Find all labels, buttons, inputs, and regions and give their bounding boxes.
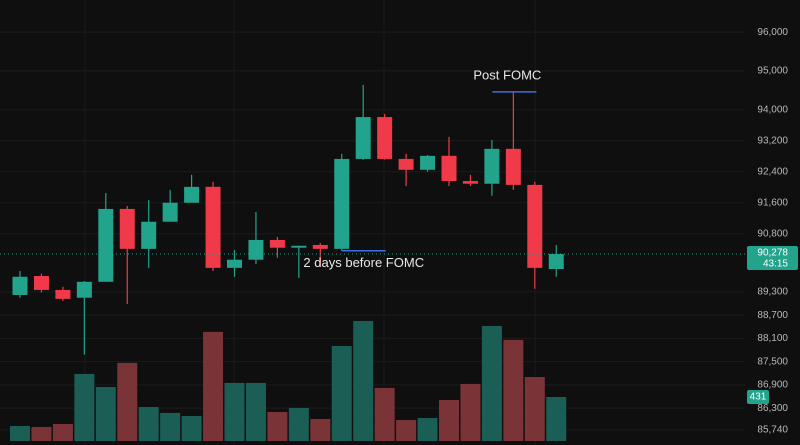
candle-body xyxy=(184,186,200,203)
candle-body xyxy=(377,117,393,159)
y-tick-label: 86,300 xyxy=(757,403,788,414)
volume-bar xyxy=(331,345,352,441)
axis-background xyxy=(745,0,800,445)
y-tick-label: 90,800 xyxy=(757,228,788,239)
candle-body xyxy=(205,186,221,268)
volume-bar xyxy=(74,373,95,441)
candle-body xyxy=(441,155,457,182)
volume-bar xyxy=(417,418,438,441)
candle-body xyxy=(312,244,328,249)
annotation: 2 days before FOMC xyxy=(303,255,424,270)
y-tick-label: 95,000 xyxy=(757,66,788,77)
volume-bar xyxy=(310,418,331,441)
candle-body xyxy=(33,275,49,290)
y-tick-label: 94,000 xyxy=(757,104,788,115)
candle-body xyxy=(98,208,114,282)
volume-label: 431 xyxy=(750,392,767,403)
volume-bar xyxy=(203,331,224,441)
candle-body xyxy=(527,184,543,268)
volume-bar xyxy=(374,387,395,441)
last-price-label: 90,278 xyxy=(757,248,788,259)
candle-body xyxy=(55,289,71,299)
volume-bar xyxy=(160,412,181,441)
last-price-box xyxy=(747,245,798,270)
volume-bar xyxy=(31,427,52,441)
y-tick-label: 93,200 xyxy=(757,135,788,146)
y-tick-label: 89,300 xyxy=(757,287,788,298)
volume-bar xyxy=(181,415,202,441)
candle-body xyxy=(484,148,500,184)
volume-bar xyxy=(10,425,30,441)
y-tick-label: 88,100 xyxy=(757,333,788,344)
candle-body xyxy=(505,148,521,185)
y-tick-label: 88,700 xyxy=(757,310,788,321)
volume-bar xyxy=(288,407,309,441)
volume-bar xyxy=(52,423,73,441)
candle-body xyxy=(119,208,135,249)
countdown: 43:15 xyxy=(763,259,788,270)
candle-body xyxy=(548,253,564,270)
candle-body xyxy=(76,281,92,298)
volume-bar xyxy=(481,325,502,441)
annotation: Post FOMC xyxy=(473,67,541,82)
candle-body xyxy=(12,276,28,295)
candle-body xyxy=(248,239,264,260)
y-tick-label: 96,000 xyxy=(757,27,788,38)
y-tick-label: 86,900 xyxy=(757,380,788,391)
candle-body xyxy=(269,239,285,248)
candle-body xyxy=(162,202,178,222)
volume-bar xyxy=(503,339,524,441)
volume-bar xyxy=(439,399,459,441)
candle-body xyxy=(291,245,307,248)
volume-bar xyxy=(267,412,288,441)
y-tick-label: 92,400 xyxy=(757,166,788,177)
candle-body xyxy=(227,259,242,268)
volume-label-box xyxy=(747,390,769,405)
volume-bar xyxy=(95,386,116,441)
candle-body xyxy=(141,221,157,249)
volume-bar xyxy=(138,407,159,441)
candle-body xyxy=(398,158,414,170)
volume-bar xyxy=(524,376,545,441)
candle-body xyxy=(355,117,371,159)
volume-bar xyxy=(117,362,138,441)
candle-body xyxy=(462,181,478,184)
y-tick-label: 87,500 xyxy=(757,356,788,367)
volume-bar xyxy=(245,382,266,441)
volume-bar xyxy=(396,419,417,441)
volume-bar xyxy=(546,397,567,441)
candle-body xyxy=(420,155,436,170)
volume-bar xyxy=(460,383,481,441)
volume-bar xyxy=(224,382,245,441)
candle-body xyxy=(334,158,350,249)
volume-bar xyxy=(353,320,374,441)
y-tick-label: 91,600 xyxy=(757,197,788,208)
y-tick-label: 85,740 xyxy=(757,425,788,436)
